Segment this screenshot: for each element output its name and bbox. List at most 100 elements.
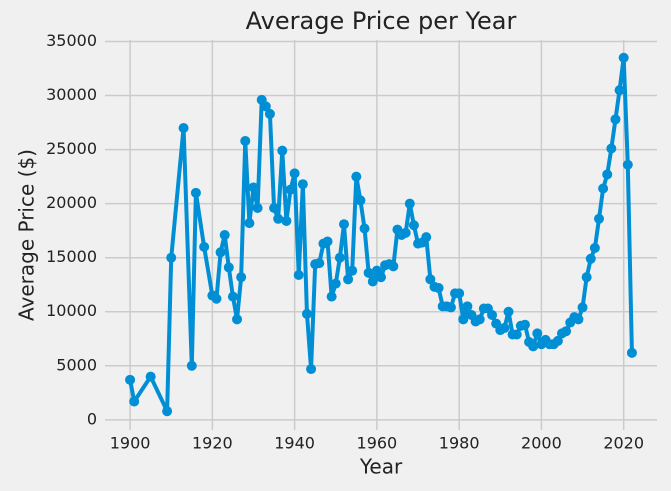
marker (626, 347, 637, 358)
marker (125, 374, 136, 385)
x-tick-label: 1960 (357, 434, 398, 453)
marker (227, 291, 238, 302)
marker (355, 195, 366, 206)
marker (264, 108, 275, 119)
marker (301, 308, 312, 319)
x-tick-label: 2000 (521, 434, 562, 453)
marker (487, 309, 498, 320)
x-tick-label: 1920 (192, 434, 233, 453)
marker (199, 241, 210, 252)
marker (458, 314, 469, 325)
marker (326, 291, 337, 302)
y-tick-label: 10000 (46, 301, 97, 320)
marker (186, 360, 197, 371)
marker (215, 247, 226, 258)
marker (532, 328, 543, 339)
marker (589, 242, 600, 253)
marker (219, 230, 230, 240)
marker (573, 314, 584, 325)
marker (376, 272, 386, 283)
marker (421, 232, 432, 243)
y-tick-label: 0 (87, 409, 97, 428)
marker (367, 276, 378, 287)
x-axis-label: Year (359, 455, 403, 479)
marker (162, 406, 173, 417)
marker (343, 274, 354, 285)
marker (577, 302, 588, 313)
marker (363, 267, 374, 278)
marker (338, 219, 349, 230)
marker (602, 169, 613, 180)
y-tick-label: 25000 (46, 139, 97, 158)
marker (260, 101, 271, 112)
x-tick-label: 1980 (439, 434, 480, 453)
marker (408, 220, 419, 231)
marker (223, 262, 234, 273)
marker (511, 329, 522, 340)
marker (610, 114, 621, 125)
marker (528, 341, 539, 352)
marker (190, 187, 201, 198)
marker (404, 198, 415, 209)
y-tick-label: 20000 (46, 193, 97, 212)
marker (232, 314, 243, 325)
marker (503, 306, 514, 317)
marker (314, 258, 325, 269)
marker (425, 274, 436, 285)
marker (519, 319, 530, 330)
y-tick-label: 35000 (46, 31, 97, 50)
marker (499, 322, 510, 333)
marker (598, 183, 609, 194)
y-tick-label: 5000 (56, 355, 97, 374)
marker (433, 282, 444, 293)
marker (400, 227, 411, 238)
y-axis-label: Average Price ($) (15, 149, 39, 321)
marker (474, 314, 485, 325)
y-tick-label: 15000 (46, 247, 97, 266)
marker (285, 184, 296, 195)
marker (351, 171, 362, 182)
marker (166, 252, 177, 263)
marker (561, 326, 572, 337)
marker (248, 182, 259, 193)
marker (322, 236, 333, 247)
marker (269, 202, 280, 213)
marker (240, 135, 251, 146)
marker (178, 122, 189, 133)
x-tick-label: 2020 (603, 434, 644, 453)
chart-title: Average Price per Year (246, 7, 517, 35)
marker (281, 215, 292, 226)
line (128, 55, 634, 414)
marker (606, 143, 617, 154)
marker (273, 213, 284, 224)
marker (293, 269, 304, 280)
marker (297, 179, 308, 190)
marker (129, 396, 140, 407)
marker (244, 218, 255, 229)
marker (211, 293, 222, 304)
marker (618, 52, 629, 63)
marker (359, 223, 370, 234)
marker (552, 335, 563, 346)
marker (622, 159, 633, 170)
y-tick-label: 30000 (46, 85, 97, 104)
marker (347, 265, 358, 276)
marker (277, 145, 288, 156)
marker (252, 202, 263, 213)
x-tick-label: 1900 (110, 434, 151, 453)
marker (289, 168, 300, 179)
marker (462, 301, 473, 312)
marker (445, 302, 456, 313)
marker (454, 288, 465, 299)
marker (594, 213, 605, 224)
marker (581, 272, 592, 283)
marker (614, 85, 625, 96)
marker (236, 272, 247, 283)
marker (145, 371, 156, 382)
marker (388, 261, 399, 272)
marker (585, 253, 596, 264)
marker (334, 252, 345, 263)
x-tick-label: 1940 (274, 434, 315, 453)
marker (330, 278, 341, 289)
